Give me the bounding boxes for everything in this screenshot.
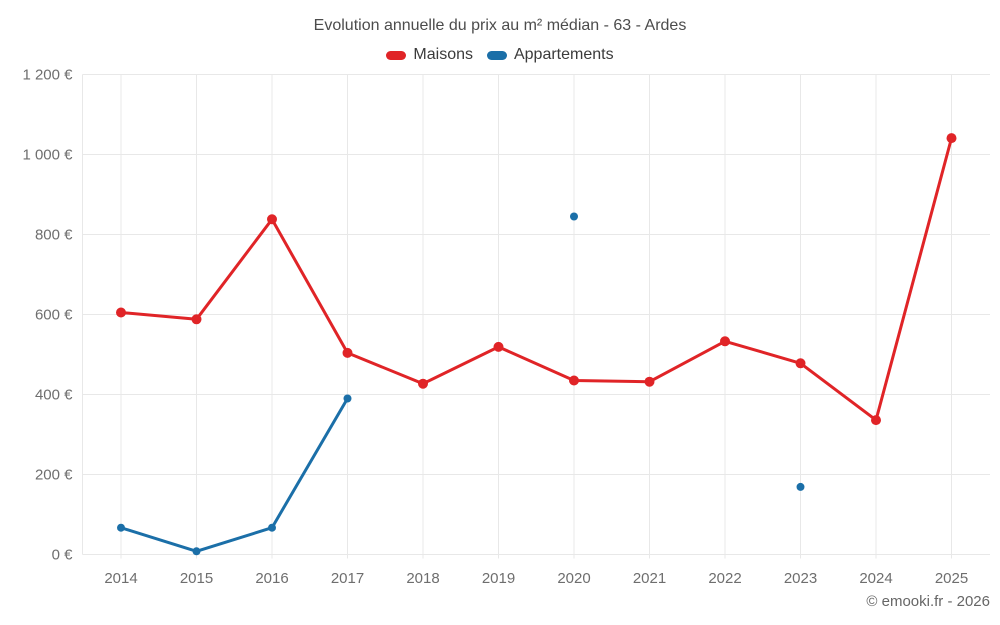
x-tick-label: 2025 bbox=[935, 570, 968, 587]
legend-item-maisons[interactable]: Maisons bbox=[386, 46, 473, 64]
data-point-maisons-2024[interactable] bbox=[871, 415, 881, 426]
data-point-maisons-2015[interactable] bbox=[191, 314, 202, 325]
data-point-maisons-2023[interactable] bbox=[795, 358, 806, 369]
data-point-maisons-2025[interactable] bbox=[946, 133, 957, 144]
y-tick-label: 1 200 € bbox=[22, 67, 73, 84]
x-tick-label: 2015 bbox=[180, 570, 213, 587]
maisons-swatch-icon bbox=[386, 50, 407, 60]
data-point-appartements-2015[interactable] bbox=[192, 547, 201, 556]
data-point-appartements-2017[interactable] bbox=[343, 394, 352, 403]
data-point-appartements-2023[interactable] bbox=[796, 482, 805, 491]
x-tick-label: 2024 bbox=[859, 570, 892, 587]
legend-item-label: Appartements bbox=[513, 46, 614, 63]
data-point-maisons-2018[interactable] bbox=[418, 378, 428, 389]
data-point-maisons-2021[interactable] bbox=[644, 376, 655, 387]
data-point-maisons-2016[interactable] bbox=[267, 214, 277, 225]
series-line-maisons bbox=[119, 136, 953, 422]
x-tick-label: 2019 bbox=[482, 570, 515, 587]
legend-item-appartements[interactable]: Appartements bbox=[486, 46, 614, 64]
y-tick-label: 800 € bbox=[35, 227, 73, 244]
x-tick-label: 2022 bbox=[708, 570, 741, 587]
x-tick-label: 2017 bbox=[331, 570, 364, 587]
appartements-swatch-icon bbox=[486, 50, 507, 60]
data-point-maisons-2014[interactable] bbox=[116, 307, 126, 318]
data-point-maisons-2017[interactable] bbox=[342, 347, 353, 358]
y-tick-label: 1 000 € bbox=[22, 147, 73, 164]
x-tick-label: 2020 bbox=[557, 570, 590, 587]
data-point-appartements-2014[interactable] bbox=[117, 523, 125, 532]
y-tick-label: 400 € bbox=[35, 387, 73, 404]
y-tick-label: 600 € bbox=[35, 307, 73, 324]
data-point-appartements-2016[interactable] bbox=[268, 523, 276, 532]
x-tick-label: 2014 bbox=[104, 570, 137, 587]
data-point-maisons-2020[interactable] bbox=[569, 375, 579, 386]
chart-title: Evolution annuelle du prix au m² médian … bbox=[313, 17, 687, 34]
legend: Maisons Appartements bbox=[0, 46, 1000, 64]
y-tick-label: 200 € bbox=[35, 467, 73, 484]
x-tick-label: 2023 bbox=[784, 570, 817, 587]
series-line-appartements bbox=[119, 397, 349, 553]
x-tick-label: 2018 bbox=[406, 570, 439, 587]
x-tick-label: 2016 bbox=[255, 570, 288, 587]
data-point-maisons-2019[interactable] bbox=[493, 341, 504, 352]
legend-item-label: Maisons bbox=[413, 46, 473, 63]
data-point-maisons-2022[interactable] bbox=[720, 336, 730, 347]
data-point-appartements-2020[interactable] bbox=[570, 212, 578, 221]
copyright-footer: © emooki.fr - 2026 bbox=[866, 593, 990, 610]
x-tick-label: 2021 bbox=[633, 570, 666, 587]
y-tick-label: 0 € bbox=[52, 547, 74, 564]
